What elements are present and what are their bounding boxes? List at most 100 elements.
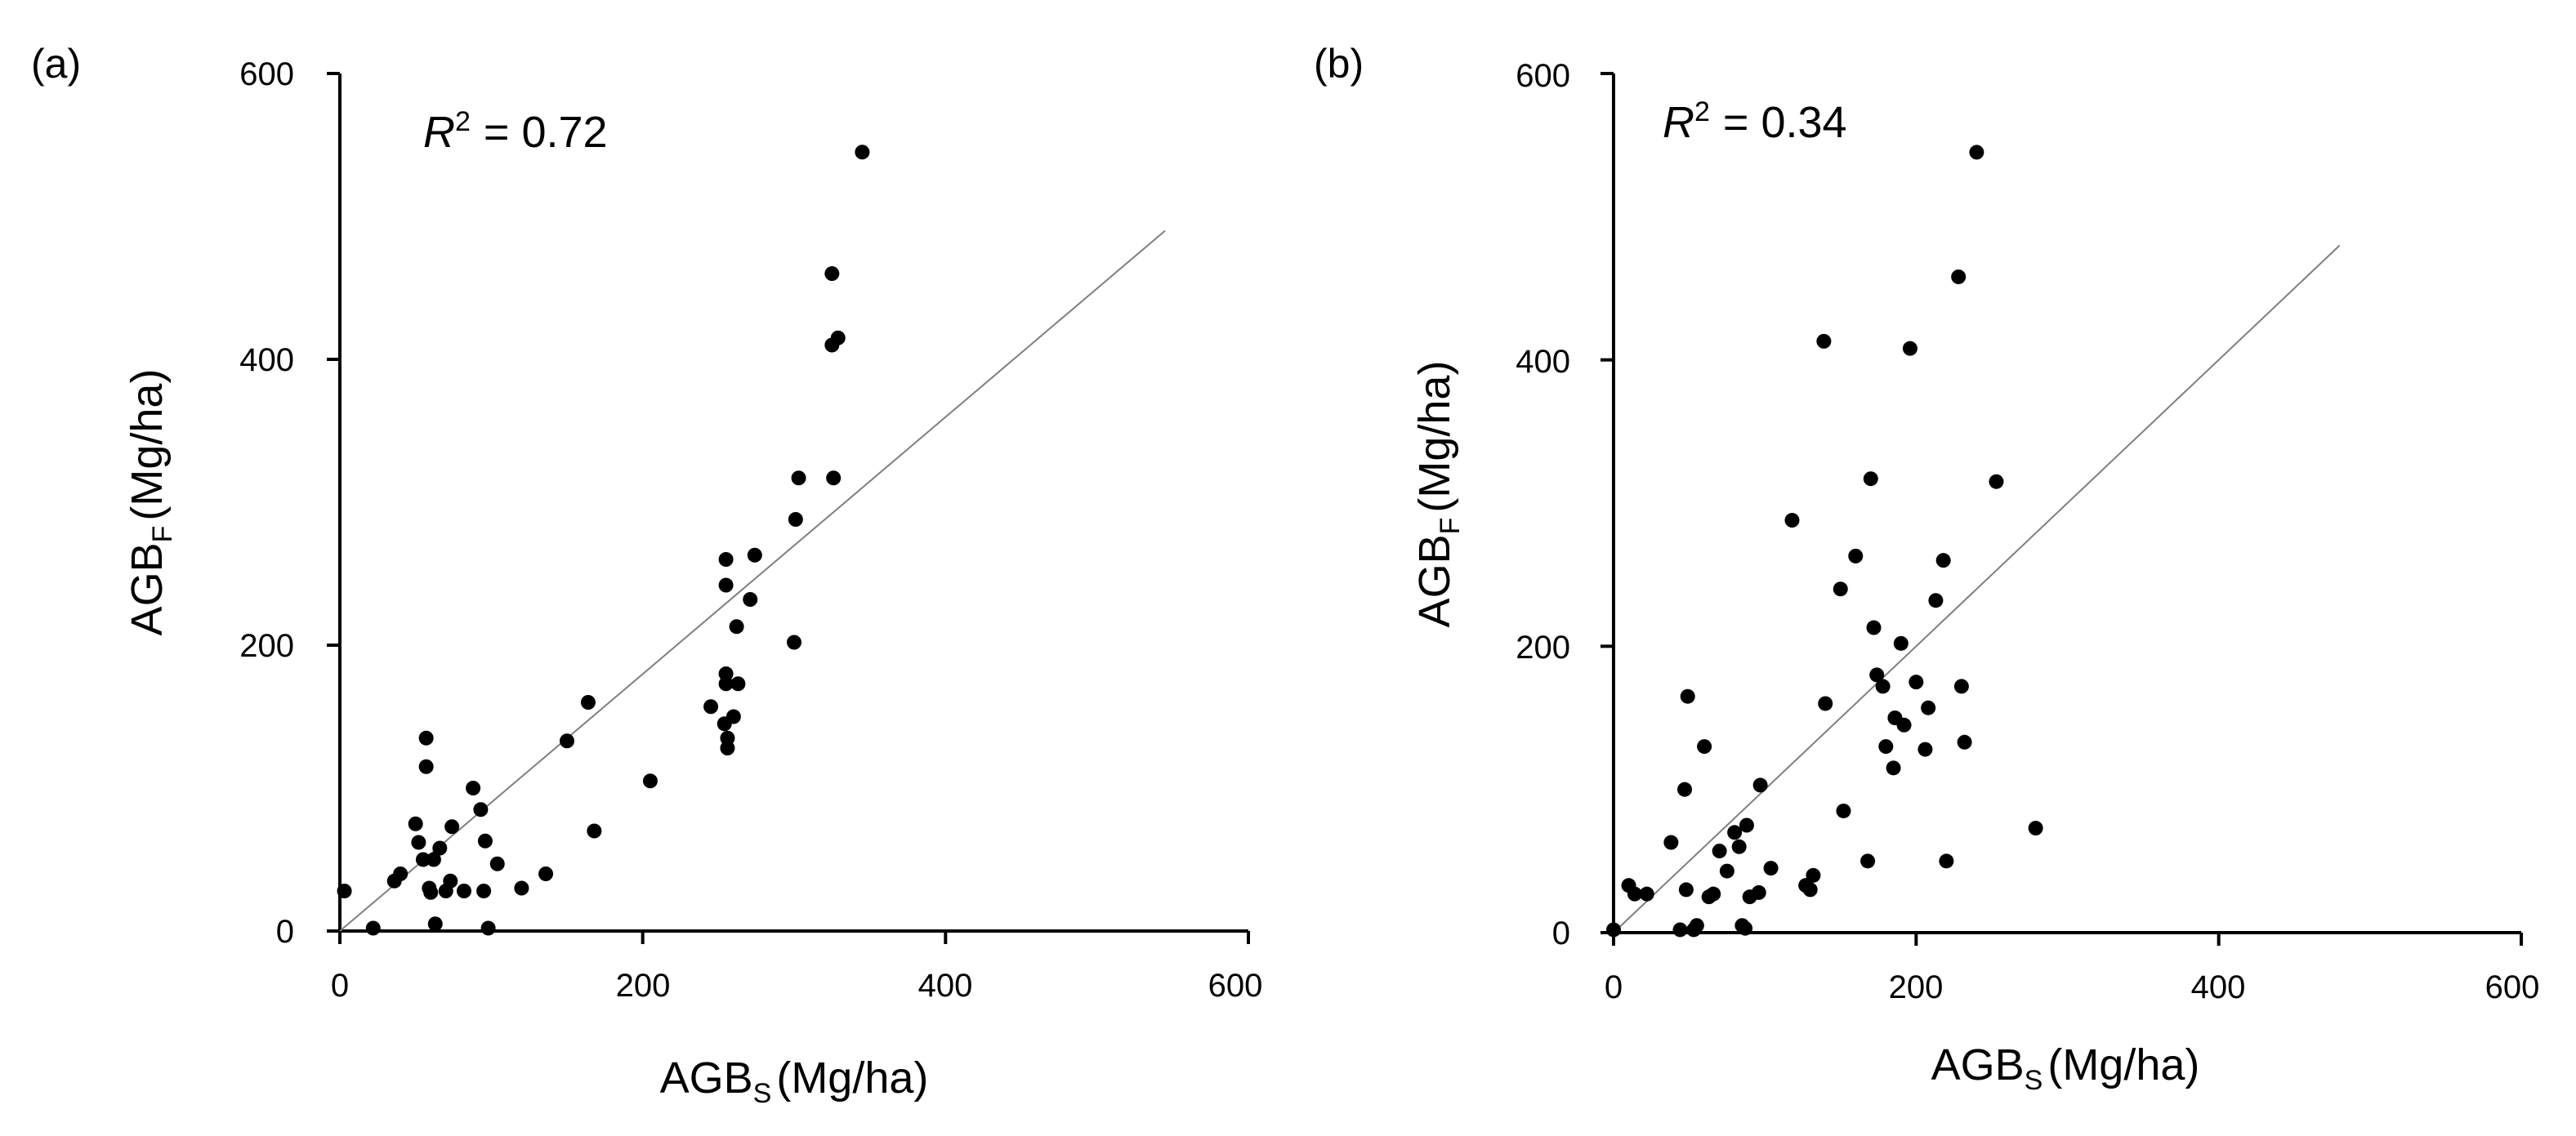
y-tick-label: 0	[1552, 915, 1570, 951]
r2-value: = 0.34	[1723, 98, 1847, 147]
x-axis-title-base: AGB	[1931, 1040, 2025, 1089]
data-point	[1896, 717, 1912, 733]
x-tick-label: 600	[1208, 968, 1263, 1004]
data-point	[473, 802, 489, 817]
data-point	[1727, 825, 1743, 840]
data-point	[1672, 922, 1688, 938]
data-point	[791, 470, 806, 486]
data-point	[1712, 844, 1727, 859]
data-point	[1802, 882, 1818, 898]
y-axis-title-unit: (Mg/ha)	[123, 369, 172, 521]
x-axis-title-sub: S	[753, 1078, 772, 1109]
panel-label: (a)	[31, 41, 81, 87]
y-axis-title-base: AGB	[1410, 534, 1459, 627]
x-axis-title-unit: (Mg/ha)	[2047, 1040, 2199, 1089]
data-point	[1886, 760, 1901, 776]
data-point	[514, 880, 529, 896]
data-point	[729, 619, 744, 635]
data-point	[1848, 548, 1864, 564]
data-point	[1909, 675, 1924, 690]
data-point	[587, 823, 602, 839]
data-point	[444, 819, 460, 835]
y-axis-title-base: AGB	[123, 542, 172, 635]
y-axis-title-unit: (Mg/ha)	[1410, 361, 1459, 513]
data-point	[1863, 471, 1878, 487]
data-point	[1751, 884, 1766, 900]
x-tick-label: 600	[2485, 969, 2540, 1005]
x-tick-label: 0	[1605, 969, 1623, 1005]
data-point	[1784, 513, 1800, 528]
data-point	[480, 920, 496, 936]
data-point	[826, 470, 842, 486]
data-point	[1953, 679, 1969, 694]
x-tick-label: 400	[2191, 969, 2246, 1005]
data-point	[1893, 635, 1909, 651]
y-tick-label: 200	[1516, 630, 1570, 666]
data-point	[423, 884, 439, 900]
data-point	[1860, 853, 1876, 869]
data-point	[415, 852, 431, 867]
panel-label: (b)	[1314, 41, 1364, 87]
y-axis-title-sub: F	[147, 526, 178, 543]
data-point	[1706, 886, 1721, 902]
data-point	[426, 852, 441, 867]
scatter-panel-b: (b) 0 200 400 600 0 200 400 600 R2 = 0.34…	[1314, 41, 2539, 1096]
y-tick-label: 400	[239, 342, 294, 378]
data-point	[1738, 920, 1753, 936]
data-point	[580, 695, 596, 710]
data-point	[1689, 918, 1704, 933]
data-point	[1939, 853, 1954, 869]
data-point	[720, 741, 735, 755]
r2-symbol: R	[423, 108, 455, 157]
data-point	[718, 577, 734, 593]
y-tick-label: 200	[239, 628, 294, 664]
data-point	[703, 699, 719, 715]
data-point	[1875, 679, 1891, 694]
data-point	[1957, 734, 1972, 750]
r-squared-annotation: R2 = 0.72	[423, 106, 608, 157]
data-point	[830, 330, 846, 345]
x-axis-title-base: AGB	[660, 1054, 753, 1103]
data-point	[337, 884, 352, 898]
data-point	[1639, 886, 1654, 902]
data-point	[855, 145, 870, 160]
data-point	[1878, 739, 1894, 755]
r-squared-annotation: R2 = 0.34	[1663, 96, 1847, 147]
data-point	[1697, 739, 1712, 755]
data-point	[427, 916, 443, 932]
data-point	[411, 835, 426, 850]
y-axis-title-sub: F	[1435, 518, 1466, 535]
data-point	[1677, 782, 1693, 797]
data-point	[730, 676, 746, 692]
data-point	[1719, 863, 1734, 879]
data-point	[1739, 817, 1754, 833]
data-point	[1928, 593, 1944, 608]
data-point	[418, 730, 434, 746]
data-point	[747, 547, 762, 563]
y-tick-label: 600	[1516, 58, 1570, 94]
data-point	[718, 552, 734, 567]
y-axis-title: AGBF (Mg/ha)	[123, 369, 178, 636]
data-point	[743, 592, 758, 607]
y-tick-label: 0	[276, 914, 294, 950]
data-points	[1606, 145, 2043, 938]
data-point	[1836, 803, 1851, 818]
data-point	[1935, 553, 1951, 568]
x-axis-title: AGBS (Mg/ha)	[660, 1054, 929, 1109]
scatter-panel-a: (a) 0 200 400 600 0 200 400 600 R2 = 0.72…	[31, 41, 1262, 1109]
data-point	[824, 266, 840, 281]
data-point	[1989, 474, 2004, 489]
data-point	[1731, 839, 1747, 854]
data-point	[1869, 667, 1885, 683]
x-axis-title-unit: (Mg/ha)	[776, 1054, 928, 1103]
data-point	[1969, 145, 1984, 160]
data-point	[1816, 333, 1832, 349]
x-axis-title-sub: S	[2025, 1065, 2043, 1096]
data-point	[1663, 835, 1679, 850]
data-point	[1606, 922, 1621, 938]
data-point	[1951, 269, 1967, 284]
data-point	[788, 512, 803, 527]
data-point	[1763, 861, 1779, 876]
data-point	[725, 709, 741, 724]
